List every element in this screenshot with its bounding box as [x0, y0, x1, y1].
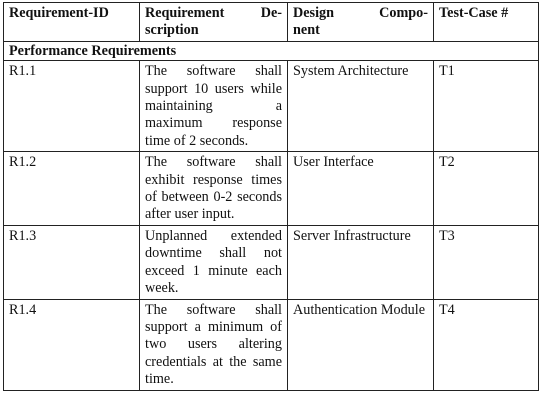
design-component: User Interface — [287, 151, 434, 226]
requirements-table: Requirement-ID Requirement De- scription… — [3, 2, 539, 391]
header-component-line-2: nent — [293, 22, 320, 39]
header-test-case-label: Test-Case # — [439, 5, 509, 21]
requirement-description: Unplanned extended downtime shall not ex… — [139, 224, 288, 300]
section-row: Performance Requirements — [3, 40, 539, 62]
requirement-description: The software shall support 10 users whil… — [139, 60, 288, 153]
table-row: R1.1 The software shall support 10 users… — [3, 60, 539, 153]
test-case: T2 — [433, 151, 539, 226]
requirement-description: The software shall exhibit response time… — [139, 151, 288, 226]
test-case: T1 — [433, 60, 539, 153]
header-requirement-description: Requirement De- scription — [139, 2, 288, 42]
section-title: Performance Requirements — [3, 40, 539, 62]
requirement-id: R1.1 — [3, 60, 140, 153]
header-description-line-2: scription — [145, 22, 199, 39]
design-component: Server Infrastructure — [287, 224, 434, 300]
header-test-case: Test-Case # — [433, 2, 539, 42]
requirement-id: R1.2 — [3, 151, 140, 226]
test-case: T3 — [433, 224, 539, 300]
table-row: R1.4 The software shall support a minimu… — [3, 298, 539, 391]
header-row: Requirement-ID Requirement De- scription… — [3, 2, 539, 42]
header-requirement-id: Requirement-ID — [3, 2, 140, 42]
requirement-id: R1.3 — [3, 224, 140, 300]
requirement-description: The software shall support a minimum of … — [139, 298, 288, 391]
header-component-line-1: Design Compo- — [293, 5, 428, 21]
design-component: Authentication Module — [287, 298, 434, 391]
requirement-id: R1.4 — [3, 298, 140, 391]
test-case: T4 — [433, 298, 539, 391]
header-description-line-1: Requirement De- — [145, 5, 282, 21]
design-component: System Architecture — [287, 60, 434, 153]
table-row: R1.3 Unplanned extended downtime shall n… — [3, 224, 539, 300]
header-design-component: Design Compo- nent — [287, 2, 434, 42]
table-row: R1.2 The software shall exhibit response… — [3, 151, 539, 226]
header-requirement-id-label: Requirement-ID — [9, 5, 109, 21]
